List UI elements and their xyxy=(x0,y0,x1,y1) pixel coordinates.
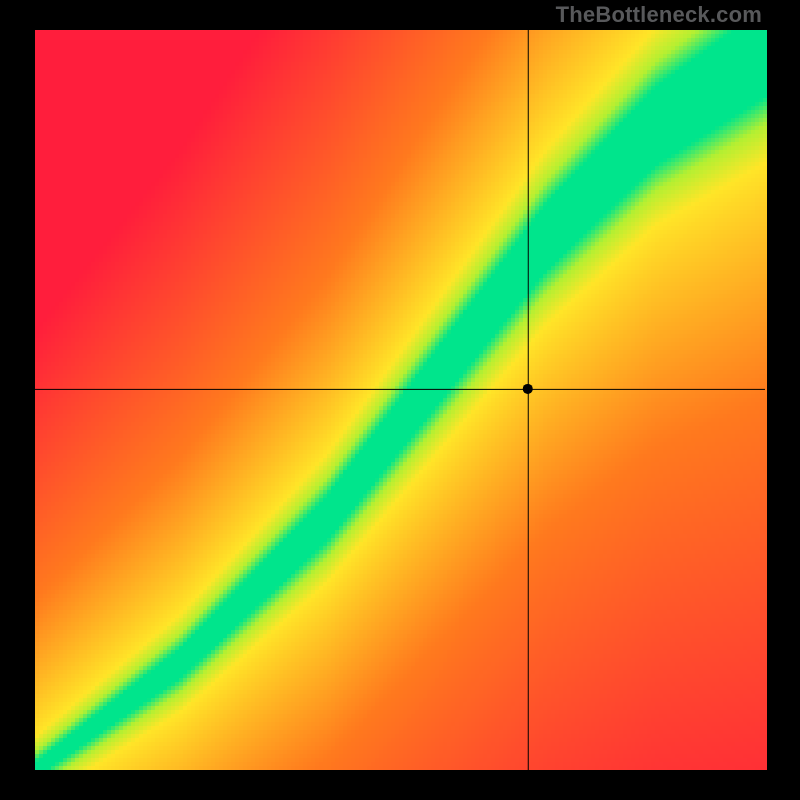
chart-container: TheBottleneck.com xyxy=(0,0,800,800)
watermark-text: TheBottleneck.com xyxy=(556,2,762,28)
bottleneck-heatmap xyxy=(0,0,800,800)
